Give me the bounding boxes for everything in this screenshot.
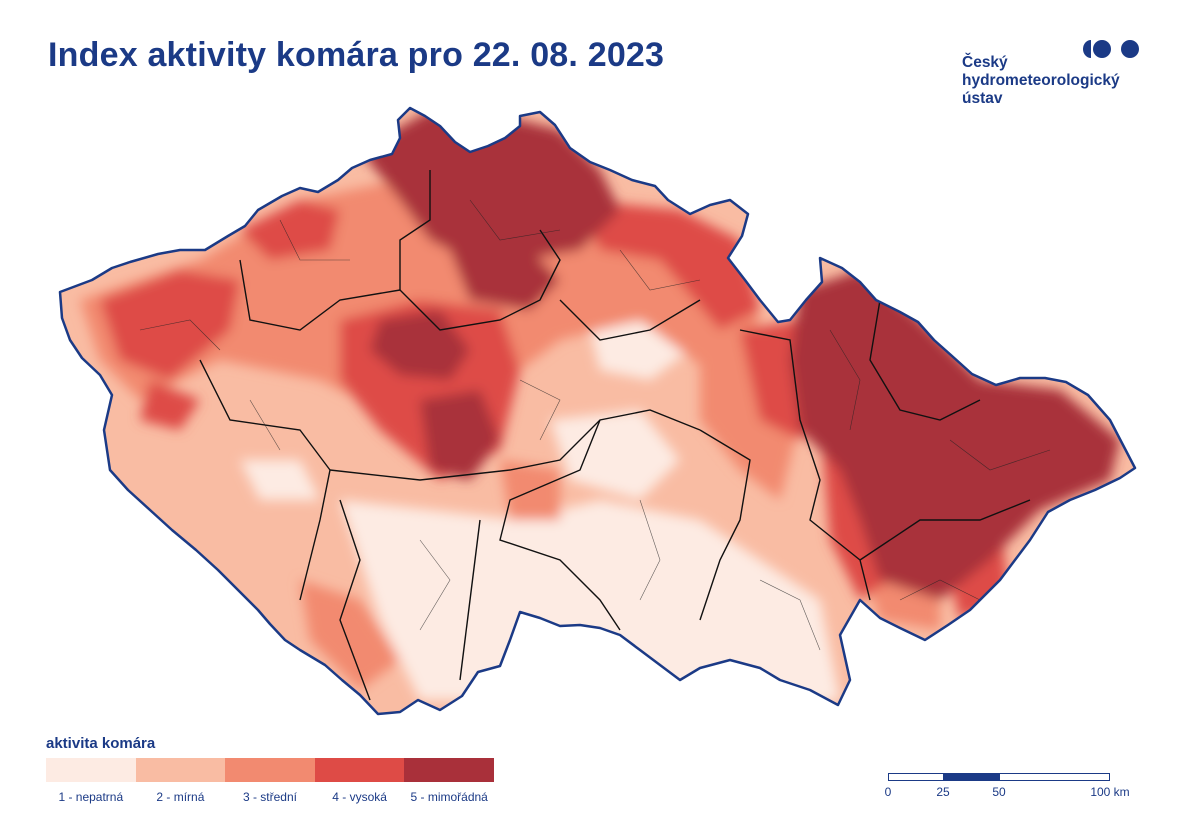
logo-line-3: ústav	[962, 90, 1003, 107]
scale-label-0: 0	[884, 785, 892, 799]
legend-title: aktivita komára	[46, 735, 156, 752]
logo-line-2: hydrometeorologický	[962, 72, 1120, 89]
logo-dots-icon	[1083, 40, 1139, 58]
legend-swatch-3	[225, 758, 315, 782]
scale-label-100: 100 km	[1090, 785, 1130, 799]
legend-label-4: 4 - vysoká	[332, 790, 387, 804]
map-title: Index aktivity komára pro 22. 08. 2023	[48, 36, 665, 74]
legend-label-3: 3 - střední	[242, 790, 297, 804]
scale-segment-1	[888, 773, 944, 781]
legend-label-1: 1 - nepatrná	[58, 790, 124, 804]
legend-swatch-4	[314, 758, 405, 782]
scale-bar: 0 25 50 100 km	[884, 773, 1130, 809]
scale-segment-2	[943, 773, 1000, 781]
region-boundaries	[199, 170, 1031, 701]
district-boundaries	[139, 199, 1051, 651]
scale-segment-3	[999, 773, 1110, 781]
legend-swatch-2	[135, 758, 226, 782]
scale-label-50: 50	[992, 785, 1006, 799]
legend-label-2: 2 - mírná	[156, 790, 205, 804]
scale-label-25: 25	[936, 785, 950, 799]
chmi-logo: Český hydrometeorologický ústav	[962, 38, 1152, 118]
legend-swatch-1	[46, 758, 136, 782]
logo-text: Český hydrometeorologický ústav	[962, 54, 1120, 108]
legend-labels: 1 - nepatrná 2 - mírná 3 - střední 4 - v…	[46, 790, 494, 804]
legend-label-5: 5 - mimořádná	[410, 790, 488, 804]
logo-line-1: Český	[962, 54, 1008, 71]
legend-swatch-5	[404, 758, 494, 782]
legend-bar	[46, 758, 494, 782]
